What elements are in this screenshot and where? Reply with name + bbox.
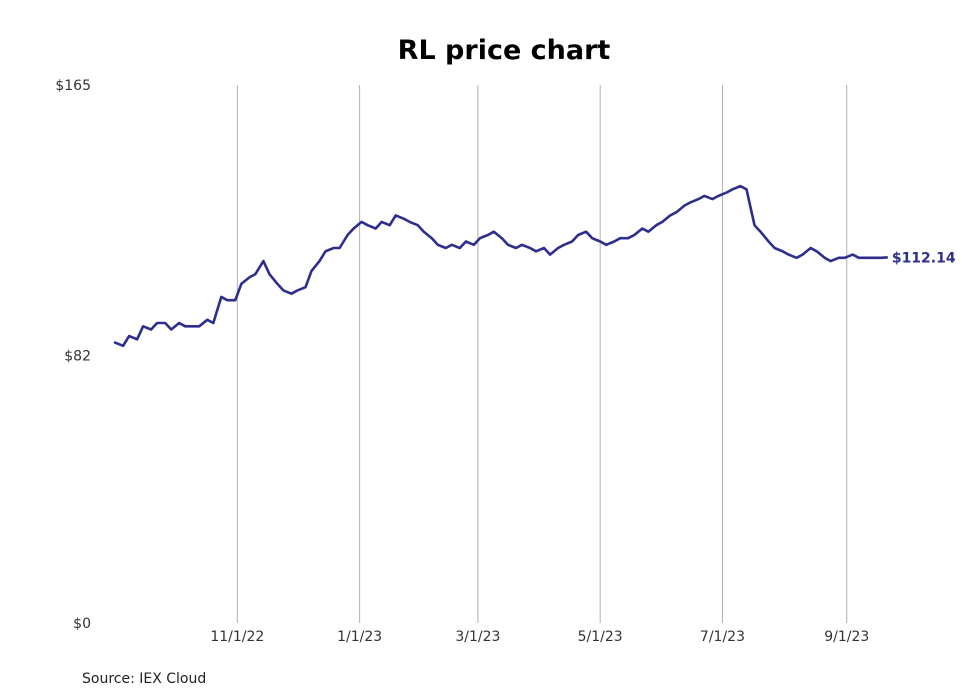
y-axis: $0 $82 $165 xyxy=(55,78,91,632)
price-series-line xyxy=(113,184,889,348)
chart-title: RL price chart xyxy=(398,35,611,66)
x-tick-label: 5/1/23 xyxy=(578,629,623,645)
x-tick-label: 1/1/23 xyxy=(337,629,382,645)
source-note: Source: IEX Cloud xyxy=(82,671,206,687)
last-value-label: $112.14 xyxy=(892,250,956,266)
x-tick-label: 9/1/23 xyxy=(824,629,869,645)
y-tick-label: $82 xyxy=(64,349,91,365)
x-tick-label: 11/1/22 xyxy=(210,629,264,645)
series-layer: $112.14 xyxy=(113,184,956,348)
y-tick-label: $0 xyxy=(73,616,91,632)
x-tick-label: 7/1/23 xyxy=(700,629,745,645)
x-axis: 11/1/22 1/1/23 3/1/23 5/1/23 7/1/23 9/1/23 xyxy=(210,629,869,645)
x-tick-label: 3/1/23 xyxy=(455,629,500,645)
gridlines xyxy=(236,85,848,623)
y-tick-label: $165 xyxy=(55,78,91,94)
